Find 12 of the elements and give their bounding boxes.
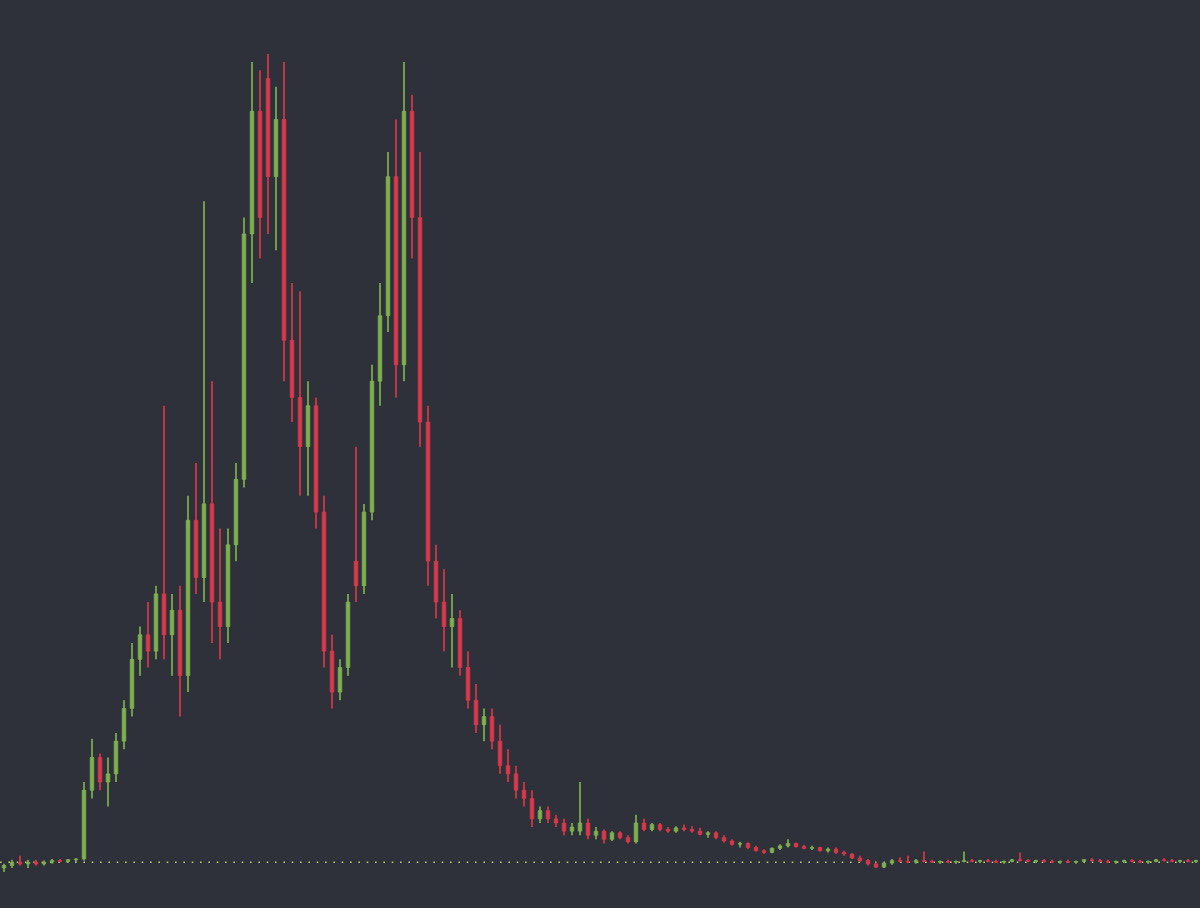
candlestick: [513, 764, 519, 800]
candlestick: [449, 593, 455, 669]
candlestick: [505, 748, 511, 783]
candlestick: [481, 707, 487, 742]
candlestick: [105, 756, 111, 808]
candlestick: [145, 601, 151, 669]
candlestick: [577, 781, 583, 837]
candlestick: [521, 781, 527, 808]
candlestick: [633, 813, 639, 845]
candlestick: [529, 789, 535, 828]
candlestick: [1017, 851, 1023, 863]
candlestick: [585, 818, 591, 841]
